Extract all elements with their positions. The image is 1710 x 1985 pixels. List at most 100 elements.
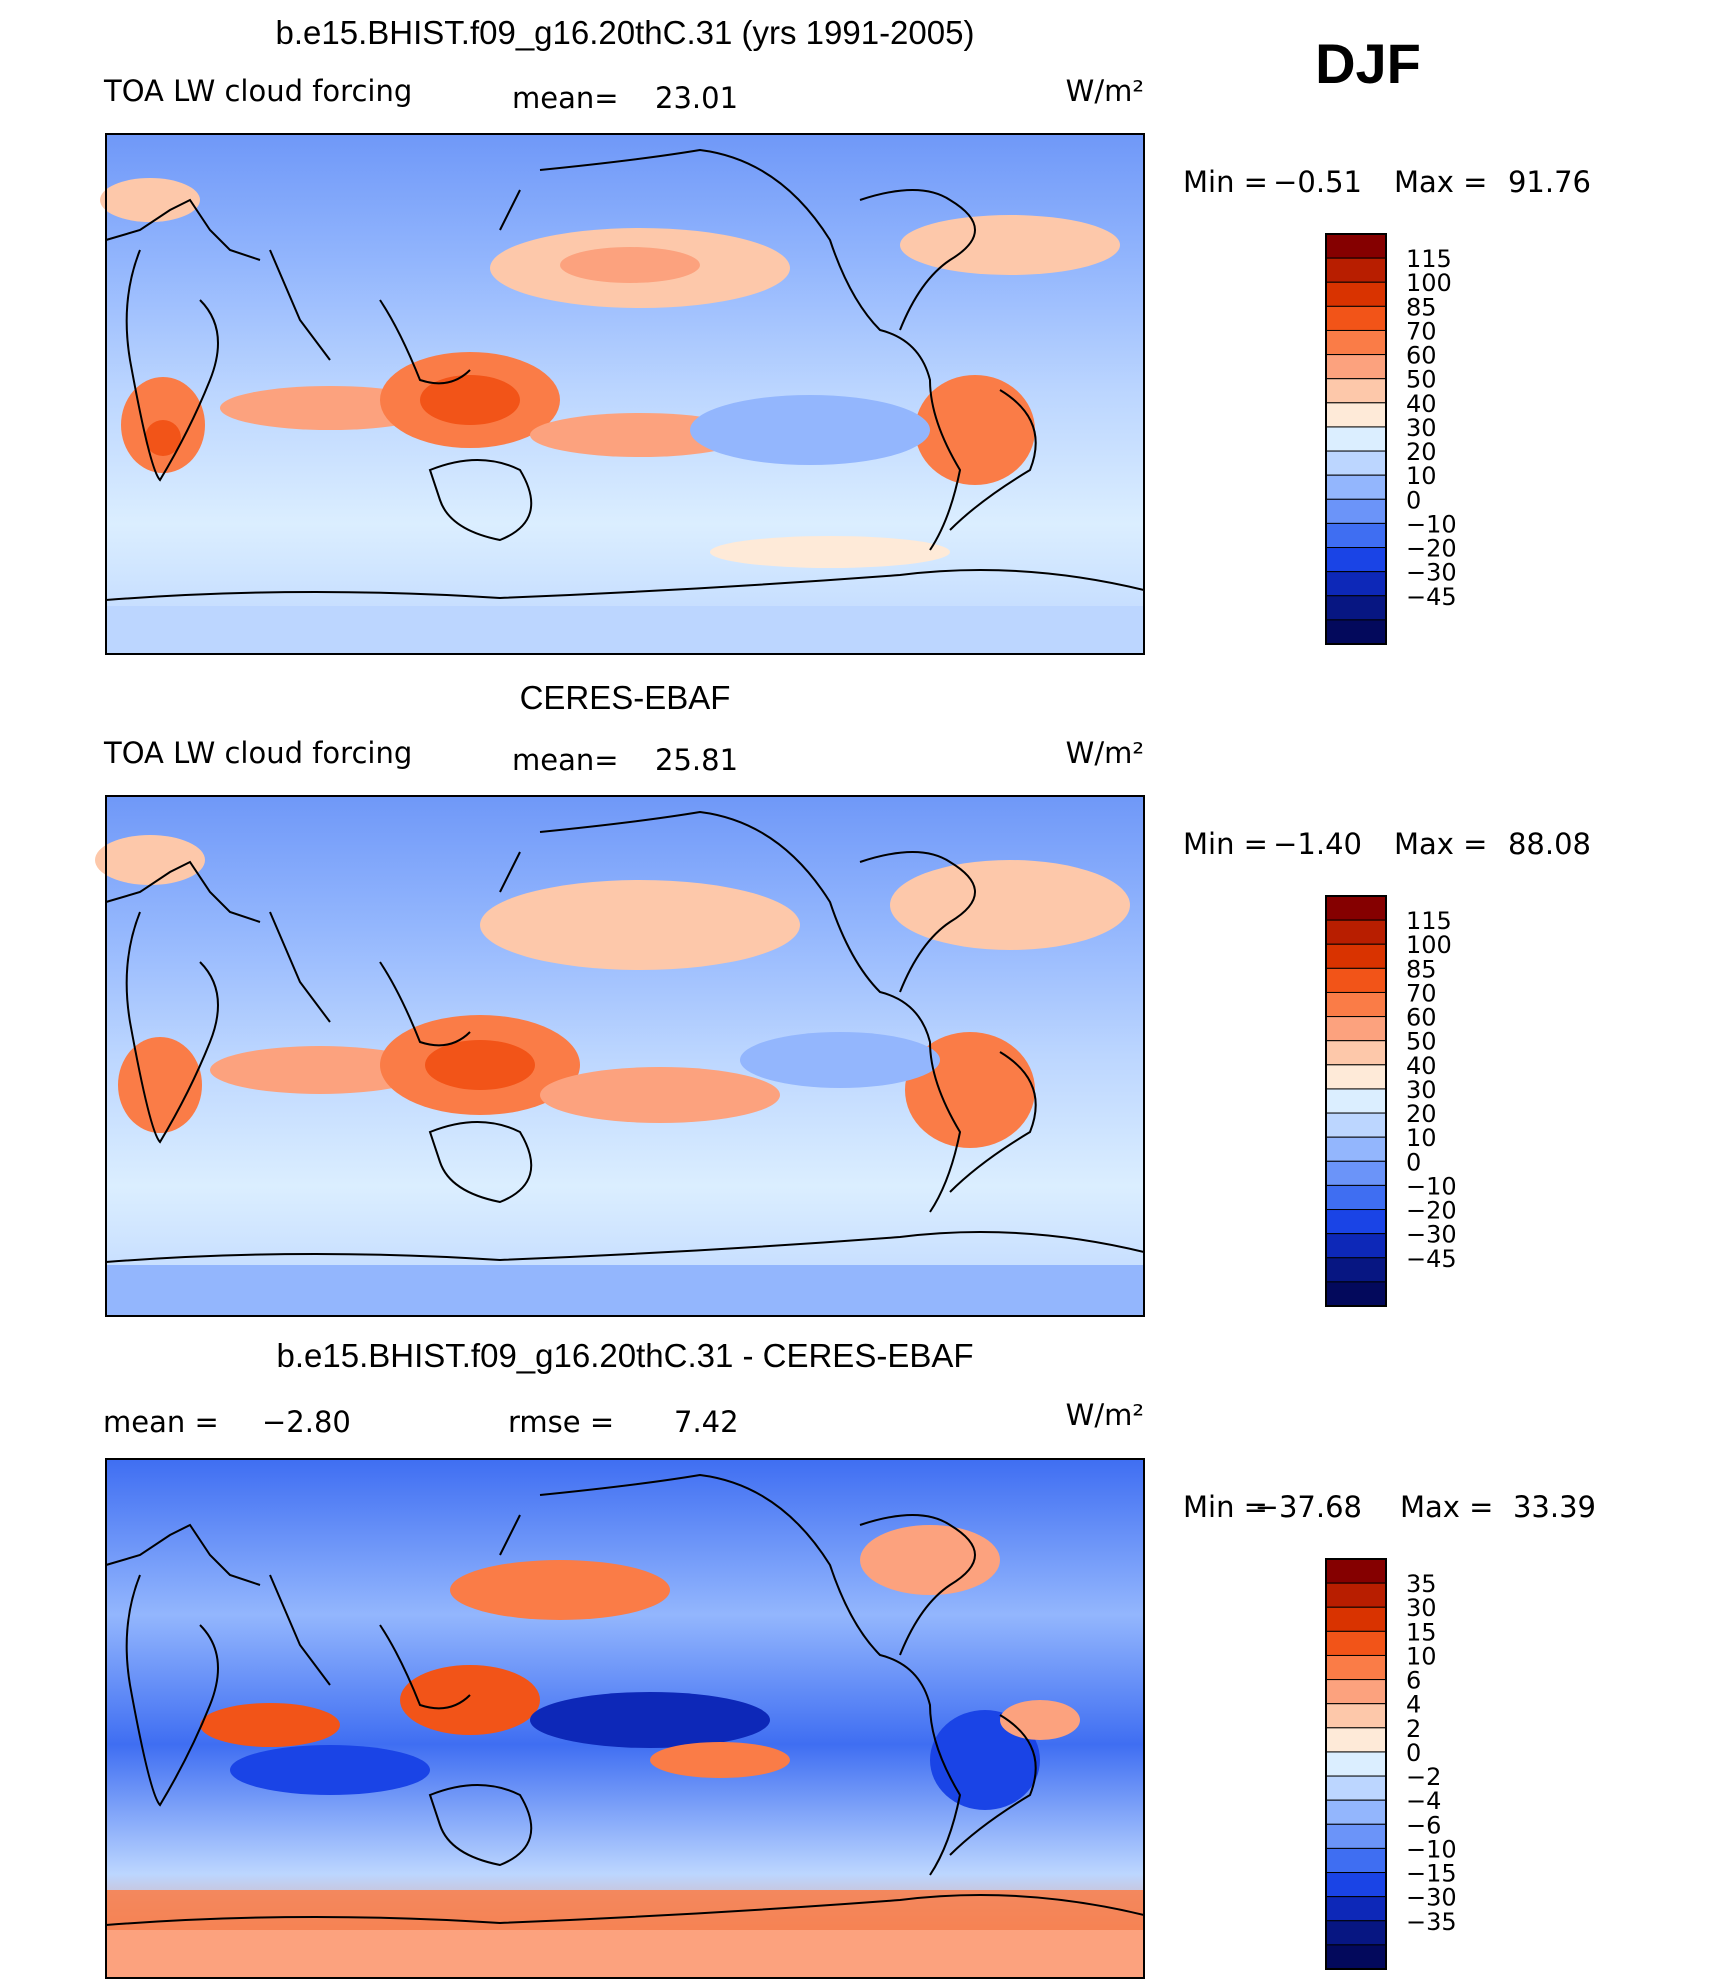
min-value: −0.51 xyxy=(1273,165,1362,199)
mean-value: 25.81 xyxy=(655,743,738,777)
colorbar-tick-label: −2 xyxy=(1406,1763,1441,1791)
colorbar-swatch xyxy=(1325,1823,1387,1849)
colorbar-tick-label: 2 xyxy=(1406,1715,1421,1743)
mean-label: mean= xyxy=(512,743,619,777)
colorbar-swatch xyxy=(1325,450,1387,476)
map-frame xyxy=(105,1458,1145,1979)
colorbar-swatch xyxy=(1325,1872,1387,1898)
coastlines xyxy=(105,1473,1145,1926)
colorbar-swatch xyxy=(1325,571,1387,597)
left-label: TOA LW cloud forcing xyxy=(103,74,412,108)
colorbar-swatch xyxy=(1325,1799,1387,1825)
colorbar-tick-label: 100 xyxy=(1406,931,1452,959)
south-america-convection xyxy=(915,375,1035,485)
colorbar-swatch xyxy=(1325,1016,1387,1042)
colorbar-swatch xyxy=(1325,1558,1387,1584)
colorbar-swatch xyxy=(1325,1064,1387,1090)
colorbar-swatch xyxy=(1325,426,1387,452)
spcz-band xyxy=(540,1067,780,1123)
min-value: −1.40 xyxy=(1273,827,1362,861)
colorbar-swatch xyxy=(1325,522,1387,549)
rmse-value: 7.42 xyxy=(674,1405,739,1439)
colorbar-swatch xyxy=(1325,233,1387,259)
colorbar-swatch xyxy=(1325,895,1387,921)
colorbar-swatch xyxy=(1325,281,1387,307)
colorbar-tick-label: 30 xyxy=(1406,1594,1437,1622)
itcz-west xyxy=(210,1046,430,1094)
colorbar-tick-label: −10 xyxy=(1406,1172,1457,1200)
mean-value: −2.80 xyxy=(262,1405,351,1439)
min-label: Min = xyxy=(1183,827,1268,861)
colorbar-swatch xyxy=(1325,1112,1387,1138)
colorbar-swatch xyxy=(1325,547,1387,573)
colorbar-swatch xyxy=(1325,1679,1387,1705)
colorbar-tick-label: −35 xyxy=(1406,1908,1457,1936)
north-atlantic-band xyxy=(890,860,1130,950)
map-frame xyxy=(105,795,1145,1317)
colorbar-swatch xyxy=(1325,1136,1387,1162)
min-label: Min = xyxy=(1183,1490,1268,1524)
panel-title: CERES-EBAF xyxy=(520,679,731,716)
colorbar-swatch xyxy=(1325,1040,1387,1066)
colorbar-tick-label: 0 xyxy=(1406,486,1421,514)
colorbar-swatch xyxy=(1325,1920,1387,1946)
left-label: TOA LW cloud forcing xyxy=(103,736,412,770)
colorbar-swatch xyxy=(1325,1160,1387,1186)
europe-band xyxy=(100,178,200,222)
colorbar-tick-label: −6 xyxy=(1406,1811,1441,1839)
colorbar-frame xyxy=(1325,233,1387,645)
maritime-core xyxy=(425,1040,535,1090)
colorbar-tick-label: 0 xyxy=(1406,1148,1421,1176)
colorbar-tick-label: 40 xyxy=(1406,1052,1437,1080)
colorbar-tick-label: −30 xyxy=(1406,559,1457,587)
colorbar-swatch xyxy=(1325,1654,1387,1681)
colorbar-swatch xyxy=(1325,305,1387,331)
colorbar-swatch xyxy=(1325,619,1387,645)
colorbar-swatch xyxy=(1325,595,1387,621)
maritime-core xyxy=(420,375,520,425)
colorbar-tick-label: 10 xyxy=(1406,462,1437,490)
pacific-negative xyxy=(530,1692,770,1748)
colorbar-tick-label: 10 xyxy=(1406,1642,1437,1670)
colorbar-tick-label: 30 xyxy=(1406,1076,1437,1104)
south-america-negative xyxy=(930,1710,1040,1810)
colorbar-tick-label: −10 xyxy=(1406,1835,1457,1863)
colorbar-tick-label: 70 xyxy=(1406,317,1437,345)
max-label: Max = xyxy=(1394,165,1487,199)
colorbar-tick-label: 50 xyxy=(1406,366,1437,394)
colorbar-swatch xyxy=(1325,1233,1387,1259)
panel-title: b.e15.BHIST.f09_g16.20thC.31 (yrs 1991-2… xyxy=(276,14,975,51)
colorbar-tick-label: 4 xyxy=(1406,1691,1421,1719)
colorbar-swatch xyxy=(1325,1944,1387,1970)
map-field xyxy=(105,1458,1145,1979)
colorbar-swatch xyxy=(1325,1257,1387,1283)
colorbar-swatch xyxy=(1325,1703,1387,1729)
mean-label: mean= xyxy=(512,81,619,115)
colorbar-swatch xyxy=(1325,402,1387,428)
colorbar-swatch xyxy=(1325,919,1387,945)
panel-title: b.e15.BHIST.f09_g16.20thC.31 - CERES-EBA… xyxy=(276,1337,973,1374)
max-value: 33.39 xyxy=(1513,1490,1596,1524)
indian-ocean-negative xyxy=(230,1745,430,1795)
colorbar-tick-label: 10 xyxy=(1406,1124,1437,1152)
colorbar-tick-label: −20 xyxy=(1406,535,1457,563)
colorbar-swatch xyxy=(1325,1896,1387,1922)
southern-ocean-band xyxy=(106,1890,1144,1930)
min-label: Min = xyxy=(1183,165,1268,199)
colorbar-swatch xyxy=(1325,354,1387,380)
colorbar-tick-label: −45 xyxy=(1406,1245,1457,1273)
units-label: W/m² xyxy=(1066,74,1144,108)
africa-positive xyxy=(200,1703,340,1747)
colorbar-tick-label: −10 xyxy=(1406,510,1457,538)
colorbar-tick-label: −30 xyxy=(1406,1884,1457,1912)
max-label: Max = xyxy=(1394,827,1487,861)
colorbar-tick-label: 115 xyxy=(1406,907,1452,935)
colorbar-tick-label: −4 xyxy=(1406,1787,1441,1815)
panel-model: b.e15.BHIST.f09_g16.20thC.31 (yrs 1991-2… xyxy=(100,14,1591,655)
antarctic-edge xyxy=(106,606,1144,654)
southern-ocean-band xyxy=(710,536,950,568)
colorbar-tick-label: 40 xyxy=(1406,390,1437,418)
